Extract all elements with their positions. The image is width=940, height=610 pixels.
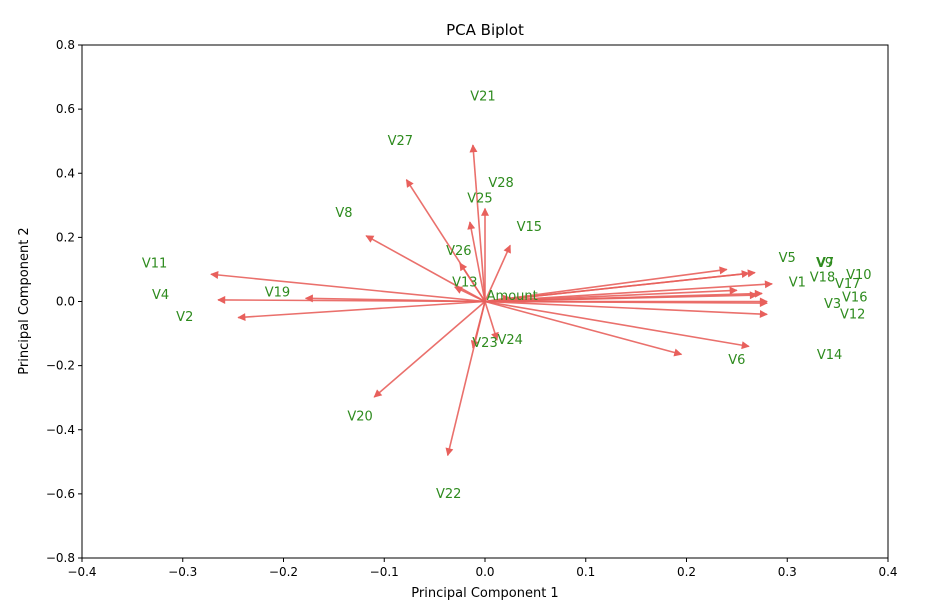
variable-label-v18: V18: [810, 270, 835, 285]
variable-label-v9: V9: [816, 256, 833, 271]
y-tick-label: −0.8: [46, 551, 75, 565]
variable-label-v22: V22: [436, 487, 461, 502]
variable-label-v24: V24: [497, 333, 522, 348]
x-tick-label: 0.0: [475, 565, 494, 579]
variable-label-v11: V11: [142, 257, 167, 272]
variable-label-v17: V17: [835, 277, 860, 292]
variable-label-v15: V15: [517, 220, 542, 235]
loading-arrow-v2: [237, 300, 486, 322]
loading-arrow-v13: [454, 286, 486, 303]
variable-label-v25: V25: [467, 191, 492, 206]
loading-arrow-v1: [484, 280, 773, 303]
loading-arrow-v18: [484, 266, 728, 303]
variable-label-v12: V12: [840, 307, 865, 322]
variable-label-v8: V8: [335, 206, 352, 221]
variable-label-v28: V28: [488, 176, 513, 191]
variable-label-v14: V14: [817, 348, 842, 363]
variable-label-v21: V21: [470, 89, 495, 104]
x-tick-label: −0.2: [269, 565, 298, 579]
variable-label-v4: V4: [152, 288, 169, 303]
x-tick-label: 0.1: [576, 565, 595, 579]
y-tick-label: 0.2: [56, 230, 75, 244]
variable-label-v20: V20: [347, 409, 372, 424]
variable-label-v19: V19: [265, 286, 290, 301]
variable-label-v6: V6: [728, 353, 745, 368]
variable-label-v23: V23: [472, 336, 497, 351]
x-tick-label: 0.4: [878, 565, 897, 579]
loading-arrow-v19: [304, 294, 486, 303]
loading-arrow-v15: [484, 244, 511, 302]
loading-arrow-v6: [484, 300, 750, 350]
loading-arrow-v23: [470, 301, 486, 349]
x-tick-label: −0.3: [168, 565, 197, 579]
x-tick-label: 0.3: [778, 565, 797, 579]
y-tick-label: −0.6: [46, 487, 75, 501]
x-axis-label: Principal Component 1: [411, 586, 558, 601]
variable-label-v26: V26: [446, 244, 471, 259]
loading-arrow-v8: [365, 235, 486, 303]
loading-arrow-v27: [405, 178, 486, 302]
x-tick-label: −0.4: [67, 565, 96, 579]
y-tick-label: 0.6: [56, 102, 75, 116]
y-axis-ticks: −0.8 −0.6 −0.4 −0.2 0.0 0.2 0.4 0.6 0.8: [46, 38, 82, 565]
loading-arrow-v12: [484, 300, 768, 318]
y-tick-label: 0.8: [56, 38, 75, 52]
y-tick-label: −0.4: [46, 423, 75, 437]
x-tick-label: −0.1: [370, 565, 399, 579]
x-tick-label: 0.2: [677, 565, 696, 579]
loading-vectors: [210, 144, 773, 457]
loading-arrow-v11: [210, 270, 486, 303]
x-axis-ticks: −0.4 −0.3 −0.2 −0.1 0.0 0.1 0.2 0.3 0.4: [67, 558, 898, 579]
loading-arrow-v14: [484, 300, 683, 357]
loading-arrow-v24: [484, 301, 499, 341]
variable-label-v27: V27: [388, 134, 413, 149]
loading-arrow-v17: [484, 289, 763, 303]
variable-label-v2: V2: [176, 310, 193, 325]
variable-label-v3: V3: [824, 297, 841, 312]
variable-labels: V1V2V3V4V5V6V7V8V9V10V11V12V13V14V15V16V…: [142, 89, 872, 502]
loading-arrow-v21: [469, 144, 486, 302]
y-tick-label: −0.2: [46, 359, 75, 373]
y-tick-label: 0.4: [56, 166, 75, 180]
variable-label-v1: V1: [789, 275, 806, 290]
loading-arrow-v25: [467, 221, 486, 302]
y-axis-label: Principal Component 2: [17, 227, 32, 374]
variable-label-v7: V7: [817, 256, 834, 271]
variable-label-v16: V16: [842, 290, 867, 305]
variable-label-v10: V10: [846, 268, 871, 283]
chart-title: PCA Biplot: [446, 21, 524, 39]
loading-arrow-v9: [484, 269, 756, 303]
variable-label-v13: V13: [452, 275, 477, 290]
variable-label-amount: Amount: [487, 289, 538, 304]
variable-label-v5: V5: [779, 251, 796, 266]
y-tick-label: 0.0: [56, 295, 75, 309]
loading-arrow-v20: [373, 300, 486, 398]
loading-arrow-amount: [484, 294, 511, 303]
